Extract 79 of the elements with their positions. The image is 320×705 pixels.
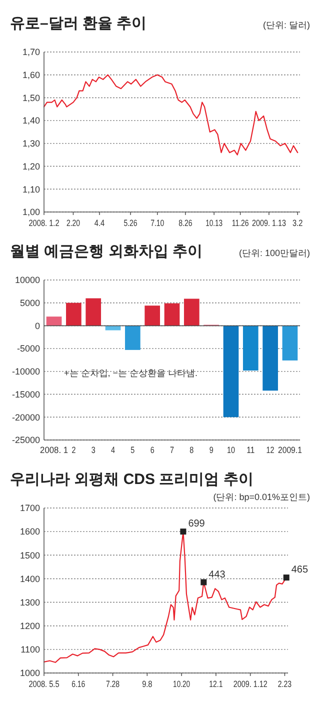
y-tick-label: -15000 — [12, 389, 40, 400]
y-tick-label: 1,10 — [22, 184, 40, 194]
bar — [125, 326, 140, 350]
y-tick-label: 0 — [34, 320, 40, 331]
x-tick-label: 10.20 — [173, 679, 196, 689]
x-tick-label: 12.1 — [209, 679, 227, 689]
x-tick-label: 3 — [91, 445, 96, 455]
x-tick-label: 2008. 1.2 — [28, 218, 66, 228]
chart-title: 우리나라 외평채 CDS 프리미엄 추이 — [10, 471, 254, 488]
annotation: 699 — [188, 518, 206, 530]
bar — [262, 326, 278, 391]
y-tick-label: 1400 — [20, 574, 40, 584]
y-tick-label: 1,30 — [22, 138, 40, 149]
bar — [242, 326, 258, 371]
y-tick-label: 1700 — [20, 503, 40, 514]
x-tick-label: 10 — [226, 445, 237, 455]
x-tick-label: 5.26 — [124, 218, 142, 228]
x-tick-label: 8.26 — [178, 218, 196, 228]
chart-subtitle: (단위: bp=0.01%포인트) — [213, 492, 310, 502]
bar — [144, 306, 160, 326]
bar — [46, 316, 62, 326]
y-tick-label: 1,20 — [22, 161, 40, 172]
y-tick-label: -20000 — [12, 412, 40, 422]
y-tick-label: 5000 — [20, 298, 40, 308]
y-tick-label: 1,60 — [22, 70, 40, 80]
chart-title: 월별 예금은행 외화차입 추이 — [10, 243, 203, 260]
x-tick-label: 6.16 — [72, 679, 90, 689]
y-tick-label: 1500 — [20, 550, 40, 560]
x-tick-label: 2009.1 — [278, 445, 306, 455]
x-tick-label: 2009. 1.12 — [233, 679, 276, 689]
y-tick-label: 1000 — [20, 668, 40, 678]
y-tick-label: -10000 — [12, 366, 40, 377]
bar — [184, 298, 200, 326]
y-tick-label: -5000 — [16, 344, 40, 354]
bar — [105, 326, 121, 330]
y-tick-label: 1200 — [20, 621, 40, 632]
bar — [66, 302, 82, 326]
x-tick-label: 7.28 — [106, 679, 124, 689]
annotation: +는 순차입, −는 순상환을 나타냄. — [64, 368, 198, 378]
x-tick-label: 2 — [72, 445, 77, 455]
x-tick-label: 3.2 — [292, 218, 306, 228]
x-tick-label: 7 — [170, 445, 176, 455]
annotation: 465 — [291, 564, 308, 576]
line-series — [43, 74, 298, 156]
x-tick-label: 2.23 — [278, 679, 296, 689]
x-tick-label: 11 — [246, 445, 256, 455]
x-tick-label: 2008. 5.5 — [28, 679, 66, 689]
y-tick-label: 1,70 — [22, 47, 40, 58]
y-tick-label: 1100 — [20, 644, 40, 655]
x-tick-label: 10.13 — [206, 218, 228, 228]
x-tick-label: 4 — [111, 445, 116, 455]
y-tick-label: -25000 — [12, 435, 40, 446]
x-tick-label: 9 — [209, 445, 214, 455]
bar — [164, 303, 180, 326]
y-tick-label: 1300 — [20, 597, 40, 608]
chart-subtitle: (단위: 달러) — [263, 20, 310, 30]
point — [283, 574, 290, 581]
chart-title: 유로–달러 환율 추이 — [10, 15, 147, 32]
x-tick-label: 4.4 — [94, 218, 107, 228]
x-tick-label: 9.8 — [142, 679, 155, 689]
y-tick-label: 1,00 — [22, 207, 40, 218]
bar — [86, 298, 102, 326]
annotation: 443 — [208, 569, 226, 580]
x-tick-label: 12 — [266, 445, 276, 455]
y-tick-label: 1,50 — [22, 92, 40, 103]
bar — [223, 326, 239, 418]
y-tick-label: 1,40 — [22, 116, 40, 126]
chart-subtitle: (단위: 100만달러) — [238, 248, 310, 258]
point — [200, 579, 207, 586]
x-tick-label: 7.10 — [150, 218, 168, 228]
x-tick-label: 2.20 — [66, 218, 84, 228]
x-tick-label: 2008. 1 — [40, 445, 70, 455]
point — [180, 528, 186, 535]
y-tick-label: 1600 — [20, 526, 40, 537]
bar — [282, 326, 298, 360]
x-tick-label: 8 — [190, 445, 195, 455]
x-tick-label: 6 — [150, 445, 156, 455]
x-tick-label: 5 — [130, 445, 136, 455]
y-tick-label: 10000 — [14, 275, 40, 286]
